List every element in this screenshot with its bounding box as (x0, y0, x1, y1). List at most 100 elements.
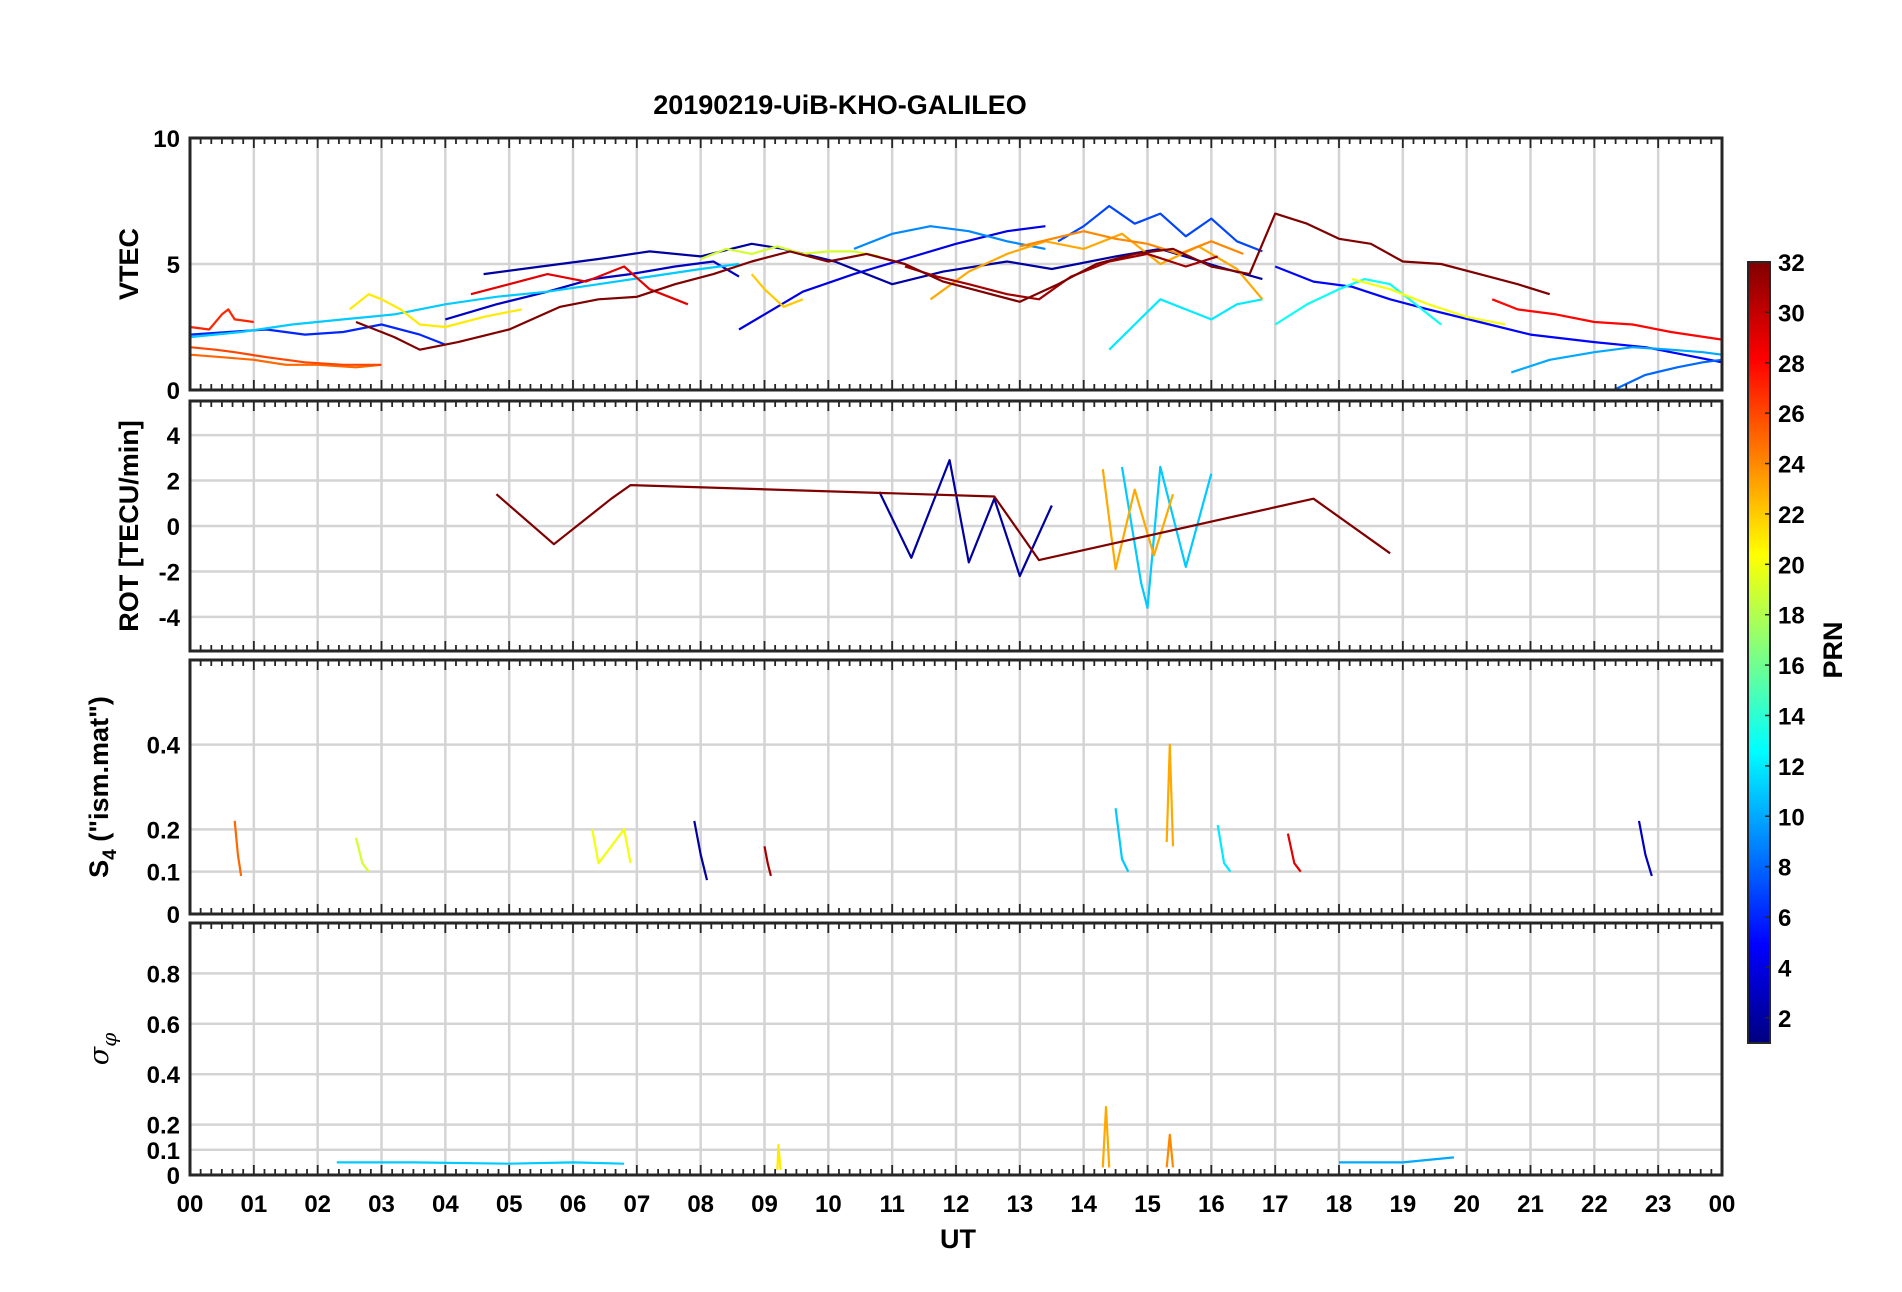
x-tick-label: 15 (1134, 1191, 1161, 1218)
series-line-prn-12 (1108, 298, 1263, 351)
x-tick-label: 06 (560, 1191, 587, 1218)
series-line-prn-21 (348, 293, 523, 329)
y-tick-label: 0.2 (147, 1113, 180, 1140)
colorbar-gradient (1747, 261, 1771, 1044)
y-axis-label: σφ (84, 1033, 121, 1065)
series-line-prn-23 (929, 232, 1264, 301)
series-line-prn-7 (1057, 204, 1263, 253)
x-axis: UT 00 01 02 03 04 05 06 07 08 09 10 11 12 13 14 15 16 17 1… (177, 1191, 1736, 1254)
y-tick-label: 0 (167, 1163, 180, 1190)
x-axis-label: UT (940, 1224, 976, 1254)
colorbar-tick-label: 10 (1778, 804, 1805, 831)
plot-frame (188, 399, 1724, 653)
x-tick-label: 19 (1389, 1191, 1416, 1218)
series-line-prn-29 (470, 265, 689, 306)
series-line-prn-11 (190, 262, 740, 339)
x-tick-label: 08 (687, 1191, 714, 1218)
colorbar-tick-label: 18 (1778, 603, 1805, 630)
series-line-prn-24 (1019, 230, 1244, 255)
panel-3: 0 0.1 0.2 0.4 S4 ("ism.mat") (84, 658, 1724, 929)
series-line-prn-12 (1216, 824, 1232, 873)
plot-frame (188, 136, 1724, 392)
x-tick-label: 21 (1517, 1191, 1544, 1218)
colorbar-tick-label: 30 (1778, 300, 1805, 327)
x-tick-label: 12 (943, 1191, 970, 1218)
series-line-prn-23 (1101, 1105, 1111, 1168)
y-axis-label: ROT [TECU/min] (114, 420, 144, 631)
x-tick-label: 10 (815, 1191, 842, 1218)
x-tick-label: 00 (1709, 1191, 1736, 1218)
y-tick-label: 0.1 (147, 860, 180, 887)
y-tick-label: -4 (159, 605, 181, 632)
colorbar-tick-label: 14 (1778, 703, 1805, 730)
series-line-prn-32 (495, 484, 1391, 562)
colorbar-tick-label: 26 (1778, 401, 1805, 428)
x-tick-label: 14 (1070, 1191, 1097, 1218)
x-tick-label: 13 (1006, 1191, 1033, 1218)
series-line-prn-23 (1101, 469, 1175, 571)
x-tick-label: 17 (1262, 1191, 1289, 1218)
series-line-prn-31 (904, 252, 1219, 301)
series-line-prn-26 (190, 346, 382, 366)
series-line-prn-11 (1120, 465, 1213, 609)
y-tick-label: 0.6 (147, 1012, 180, 1039)
colorbar-tick-label: 32 (1778, 250, 1805, 277)
x-tick-label: 18 (1326, 1191, 1353, 1218)
series-line-prn-2 (878, 459, 1053, 578)
colorbar-tick-label: 4 (1778, 955, 1792, 982)
chart-title: 20190219-UiB-KHO-GALILEO (653, 90, 1027, 120)
colorbar-tick-label: 8 (1778, 855, 1791, 882)
colorbar-tick-label: 2 (1778, 1006, 1791, 1033)
panel-4: 00.10.2 0.4 0.6 0.8 σφ (84, 921, 1724, 1190)
x-tick-label: 05 (496, 1191, 523, 1218)
series-line-prn-19 (354, 837, 370, 873)
series-line-prn-29 (1286, 833, 1302, 873)
series-line-prn-20 (591, 828, 632, 865)
x-tick-label: 02 (304, 1191, 331, 1218)
series-line-prn-8 (1613, 358, 1722, 390)
series-line-prn-22 (750, 273, 804, 308)
x-tick-label: 04 (432, 1191, 459, 1218)
colorbar-tick-label: 20 (1778, 552, 1805, 579)
x-tick-label: 22 (1581, 1191, 1608, 1218)
colorbar-tick-label: 22 (1778, 502, 1805, 529)
series-line-prn-19 (700, 245, 880, 261)
series-group (233, 743, 1653, 881)
y-tick-label: 10 (153, 126, 180, 153)
series-line-prn-3 (444, 260, 740, 321)
y-tick-label: 0.8 (147, 961, 180, 988)
colorbar-tick-label: 12 (1778, 754, 1805, 781)
panel-2: -4 -2 0 2 4 ROT [TECU/min] (114, 399, 1724, 653)
x-tick-label: 07 (623, 1191, 650, 1218)
y-tick-label: 4 (167, 423, 181, 450)
series-line-prn-13 (1274, 278, 1442, 326)
y-tick-label: 0.4 (147, 733, 181, 760)
series-line-prn-11 (336, 1161, 625, 1165)
colorbar-tick-label: 28 (1778, 351, 1805, 378)
series-line-prn-21 (776, 1143, 782, 1171)
colorbar-tick-label: 6 (1778, 905, 1791, 932)
colorbar-tick-label: 24 (1778, 452, 1805, 479)
series-line-prn-25 (190, 353, 382, 369)
series-line-prn-24 (1165, 1133, 1175, 1168)
x-tick-label: 23 (1645, 1191, 1672, 1218)
series-group (495, 459, 1391, 609)
series-line-prn-27 (190, 308, 254, 331)
colorbar-label: PRN (1818, 621, 1848, 678)
y-axis-label: VTEC (114, 228, 144, 300)
series-line-prn-11 (1114, 808, 1130, 873)
panel-1: 0 5 10 VTEC (114, 126, 1724, 405)
series-line-prn-4 (738, 225, 1046, 331)
x-tick-label: 16 (1198, 1191, 1225, 1218)
y-tick-label: 0.1 (147, 1138, 180, 1165)
series-line-prn-31 (763, 846, 772, 877)
series-line-prn-23 (1165, 743, 1175, 847)
plot-frame (188, 658, 1724, 916)
y-tick-label: 0.2 (147, 817, 180, 844)
plot-frame (188, 921, 1724, 1177)
series-group (336, 1105, 1455, 1171)
x-tick-label: 01 (240, 1191, 267, 1218)
